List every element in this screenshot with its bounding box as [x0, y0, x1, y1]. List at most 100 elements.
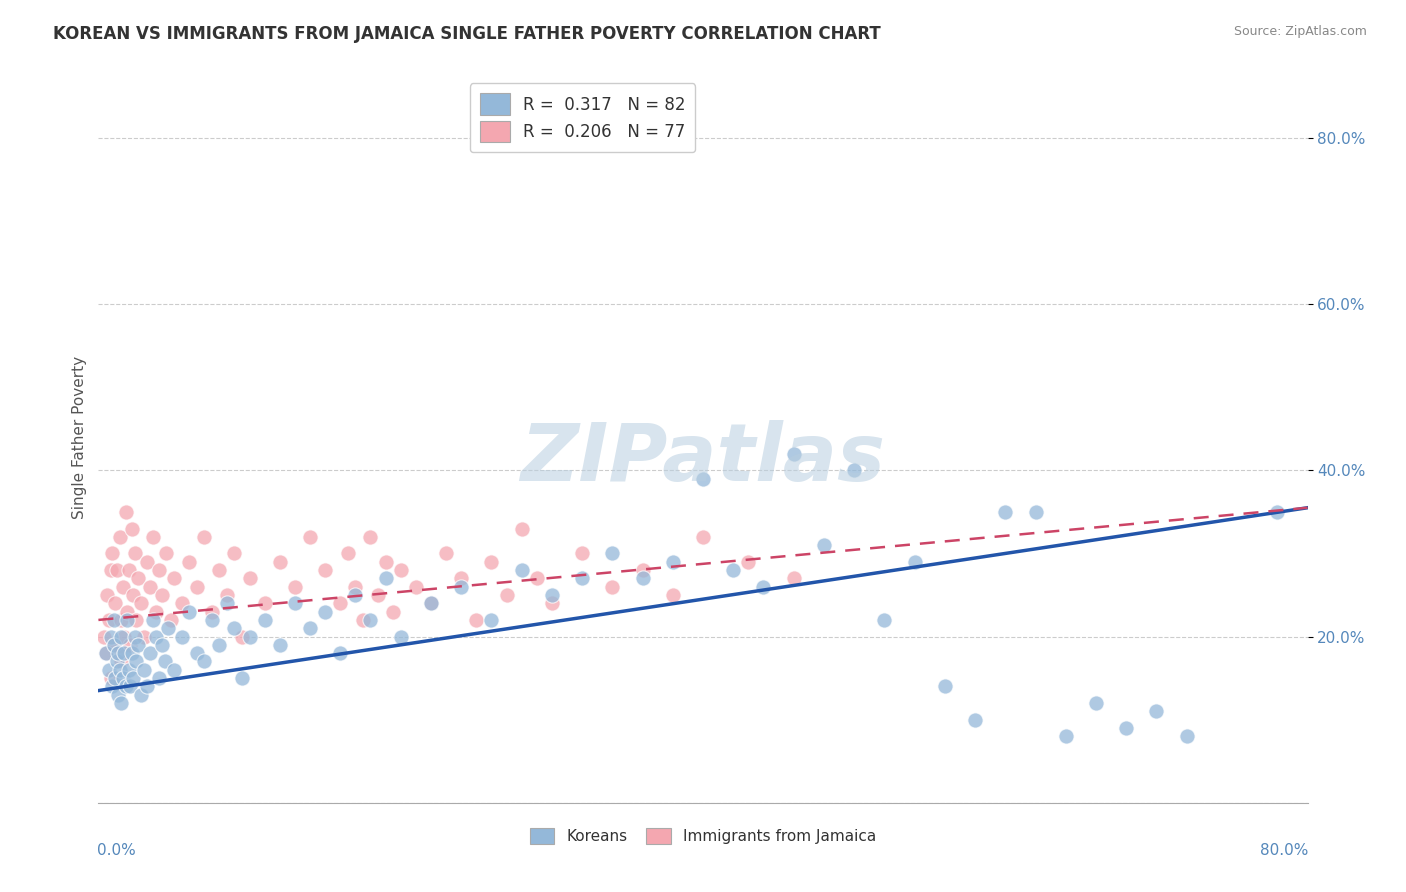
Point [105, 655, 128, 669]
Point [224, 546, 246, 560]
Point [201, 605, 224, 619]
Point [163, 571, 186, 585]
Point [110, 630, 132, 644]
Point [540, 588, 562, 602]
Point [125, 613, 148, 627]
Point [1085, 696, 1108, 710]
Point [201, 613, 224, 627]
Point [934, 680, 956, 694]
Point [344, 580, 367, 594]
Point [127, 571, 149, 585]
Point [103, 638, 125, 652]
Point [844, 463, 866, 477]
Point [965, 713, 987, 727]
Point [150, 638, 173, 652]
Point [752, 580, 775, 594]
Point [111, 671, 134, 685]
Point [148, 563, 170, 577]
Point [602, 546, 624, 560]
Point [540, 596, 562, 610]
Point [118, 563, 141, 577]
Point [389, 630, 412, 644]
Point [571, 546, 593, 560]
Point [367, 588, 389, 602]
Point [994, 505, 1017, 519]
Point [186, 646, 208, 660]
Point [121, 646, 143, 660]
Point [94, 646, 117, 660]
Point [127, 638, 149, 652]
Point [112, 630, 135, 644]
Point [329, 596, 352, 610]
Point [813, 538, 835, 552]
Point [115, 613, 138, 627]
Point [118, 663, 141, 677]
Point [1115, 721, 1137, 735]
Point [873, 613, 896, 627]
Point [121, 521, 143, 535]
Point [170, 596, 193, 610]
Text: KOREAN VS IMMIGRANTS FROM JAMAICA SINGLE FATHER POVERTY CORRELATION CHART: KOREAN VS IMMIGRANTS FROM JAMAICA SINGLE… [53, 25, 882, 43]
Point [481, 613, 503, 627]
Point [100, 630, 122, 644]
Point [737, 555, 759, 569]
Point [129, 688, 152, 702]
Point [231, 671, 253, 685]
Point [1267, 505, 1289, 519]
Point [98, 663, 121, 677]
Point [101, 546, 124, 560]
Point [98, 613, 121, 627]
Point [179, 555, 201, 569]
Point [100, 563, 122, 577]
Point [314, 605, 336, 619]
Point [783, 571, 806, 585]
Point [329, 646, 352, 660]
Point [107, 688, 129, 702]
Point [150, 588, 173, 602]
Point [510, 563, 533, 577]
Point [103, 613, 125, 627]
Point [193, 655, 215, 669]
Point [1054, 729, 1077, 743]
Point [108, 530, 131, 544]
Point [526, 571, 548, 585]
Point [631, 563, 654, 577]
Point [125, 655, 148, 669]
Text: Source: ZipAtlas.com: Source: ZipAtlas.com [1233, 25, 1367, 38]
Point [284, 596, 307, 610]
Point [139, 646, 162, 660]
Point [148, 671, 170, 685]
Point [170, 630, 193, 644]
Y-axis label: Single Father Poverty: Single Father Poverty [72, 356, 87, 518]
Point [231, 630, 253, 644]
Point [179, 605, 201, 619]
Point [103, 638, 125, 652]
Point [481, 555, 503, 569]
Point [215, 588, 238, 602]
Point [186, 580, 208, 594]
Point [495, 588, 517, 602]
Point [105, 563, 128, 577]
Point [100, 671, 122, 685]
Point [114, 505, 136, 519]
Point [269, 638, 291, 652]
Point [135, 680, 157, 694]
Point [108, 663, 131, 677]
Point [692, 472, 714, 486]
Point [93, 630, 115, 644]
Point [389, 563, 412, 577]
Point [155, 546, 177, 560]
Point [135, 555, 157, 569]
Point [360, 530, 382, 544]
Point [405, 580, 427, 594]
Point [142, 530, 165, 544]
Point [1175, 729, 1198, 743]
Point [631, 571, 654, 585]
Point [1024, 505, 1046, 519]
Point [420, 596, 443, 610]
Point [139, 580, 162, 594]
Point [104, 596, 127, 610]
Point [692, 530, 714, 544]
Point [129, 596, 152, 610]
Point [571, 571, 593, 585]
